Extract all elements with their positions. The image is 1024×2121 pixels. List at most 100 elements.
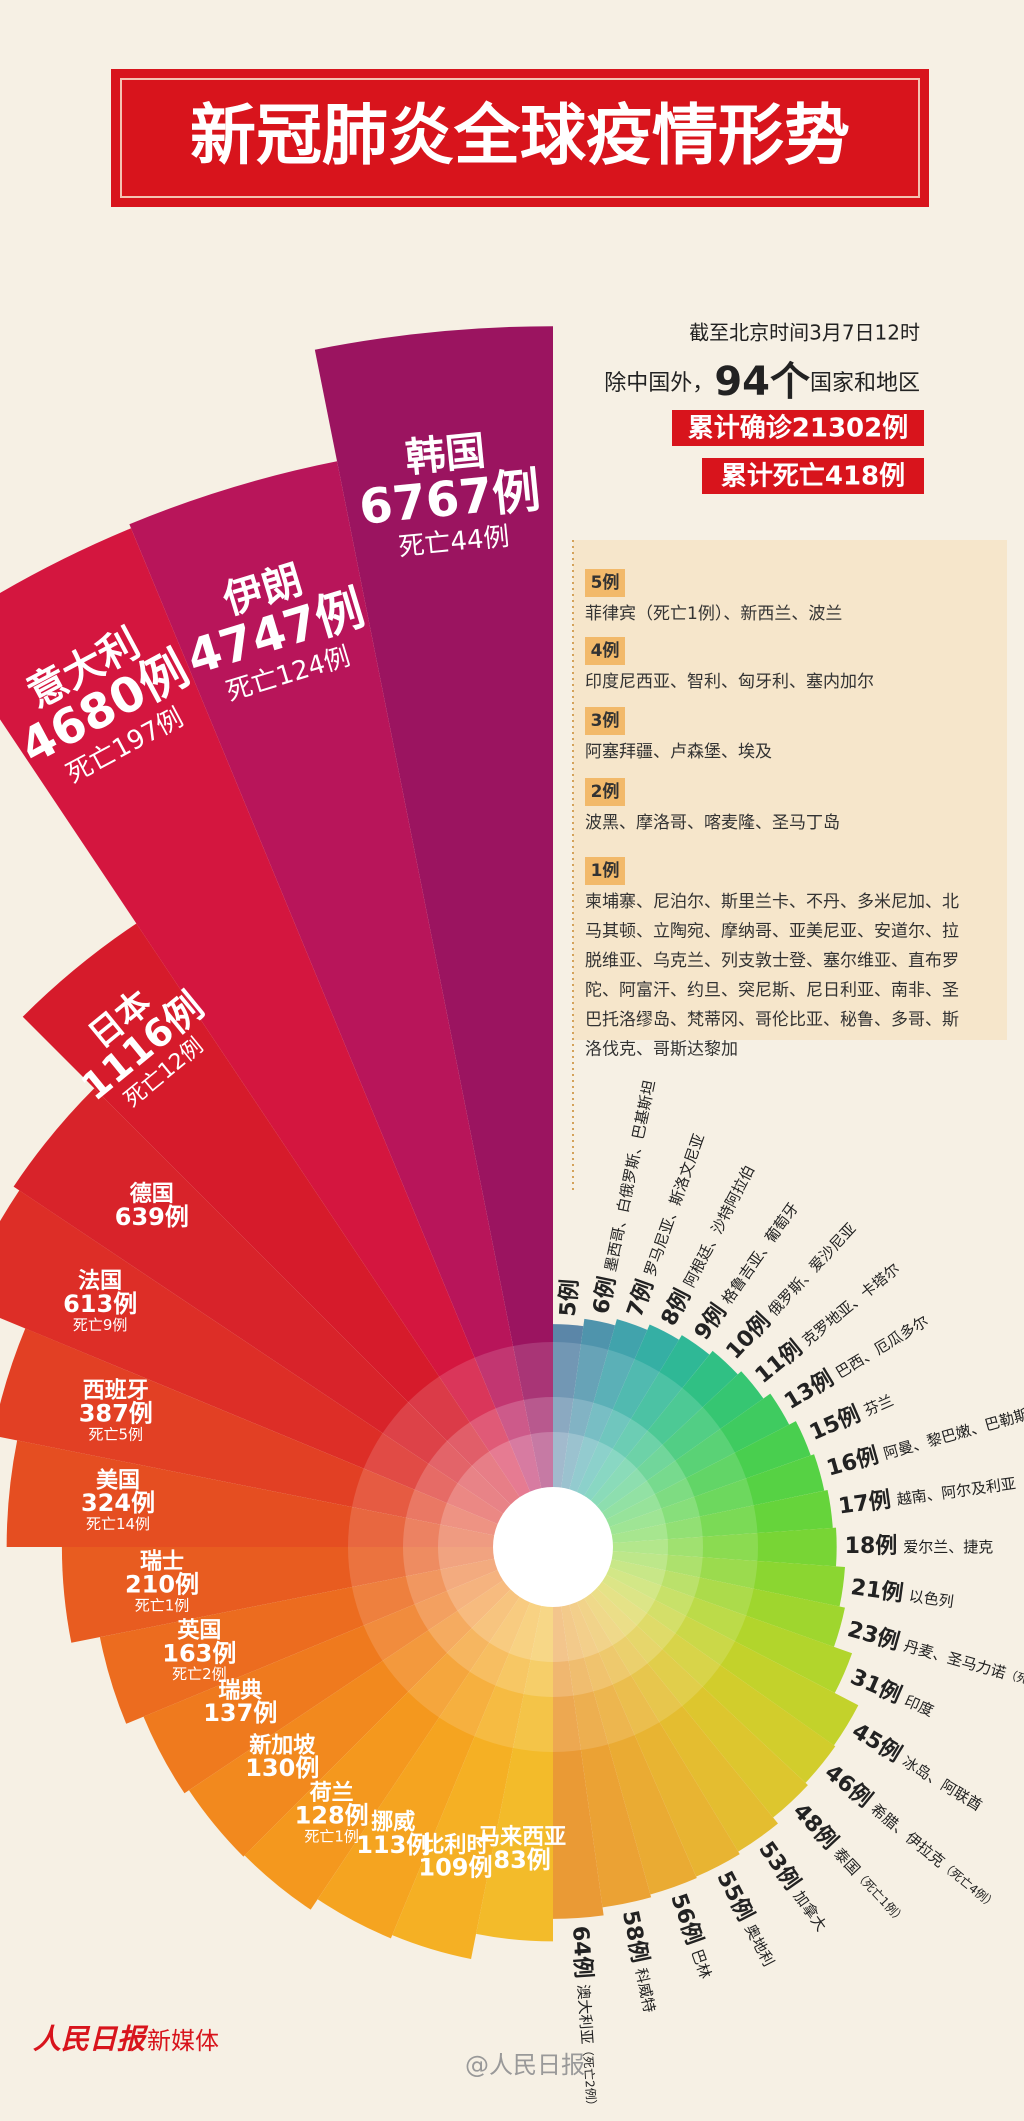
rose-wedge [553, 1454, 825, 1547]
rose-wedge [22, 923, 553, 1547]
rose-wedge [553, 1350, 738, 1547]
rose-wedge [553, 1547, 604, 1919]
count-label: 1例 [591, 860, 620, 881]
count-label: 2例 [591, 781, 620, 802]
case-count: 113例 [356, 1831, 430, 1859]
rose-wedge [188, 1547, 553, 1857]
country-name: 美国 [96, 1467, 140, 1493]
rose-wedge [0, 1190, 553, 1547]
case-count: 64例 [567, 1925, 596, 1979]
rose-wedge [553, 1547, 845, 1647]
summary-prefix: 除中国外， [604, 371, 714, 396]
country-line: 波黑、摩洛哥、喀麦隆、圣马丁岛 [585, 813, 840, 833]
title: 新冠肺炎全球疫情形势 [190, 97, 850, 174]
country-name: 德国 [130, 1181, 174, 1207]
deaths-box [702, 458, 924, 494]
rose-wedge [392, 1547, 553, 1959]
rose-wedge [553, 1527, 837, 1567]
count-chip [585, 778, 625, 806]
count-chip [585, 857, 625, 885]
country-name: 英国 [177, 1618, 221, 1643]
watermark: @人民日报 [465, 2051, 585, 2079]
rose-wedge [476, 1547, 553, 1942]
country-name: 澳大利亚 [574, 1984, 596, 2045]
rose-wedge [553, 1547, 808, 1818]
rose-wedge [314, 326, 553, 1547]
rose-wedge [13, 1088, 554, 1547]
country-line: 菲律宾（死亡1例）、新西兰、波兰 [585, 604, 842, 624]
count-label: 5例 [591, 572, 620, 593]
rose-wedge [553, 1371, 764, 1547]
rose-wedge [317, 1547, 553, 1939]
country-line: 巴托洛缪岛、梵蒂冈、哥伦比亚、秘鲁、多哥、斯 [585, 1010, 959, 1030]
center-hole [493, 1487, 613, 1607]
case-count: 18例 [845, 1534, 898, 1559]
rose-wedge [6, 1440, 553, 1547]
country-name: 以色列 [908, 1587, 955, 1611]
case-count: 130例 [245, 1754, 319, 1782]
case-count: 109例 [418, 1854, 492, 1882]
rose-wedge [553, 1335, 710, 1547]
country-name: 瑞典 [218, 1678, 262, 1703]
rose-wedge [244, 1547, 553, 1910]
rose-wedge [129, 461, 553, 1547]
country-name: 新加坡 [249, 1732, 315, 1758]
country-name: 西班牙 [83, 1379, 149, 1404]
title-banner [111, 69, 929, 207]
rose-wedge [0, 528, 553, 1547]
case-count: 324例 [81, 1489, 155, 1517]
case-count: 128例 [295, 1802, 369, 1830]
country-line: 阿塞拜疆、卢森堡、埃及 [585, 742, 772, 762]
death-count: 死亡2例 [172, 1665, 227, 1683]
summary-line: 除中国外，94个国家和地区 [604, 359, 920, 405]
country-name: 比利时 [422, 1833, 488, 1858]
death-count: 死亡9例 [73, 1316, 128, 1334]
country-line: 洛伐克、哥斯达黎加 [585, 1040, 738, 1060]
country-line: 陀、阿富汗、约旦、突尼斯、尼日利亚、南非、圣 [585, 981, 959, 1001]
rose-wedge [553, 1547, 652, 1908]
rose-wedge [99, 1547, 553, 1724]
count-label: 3例 [591, 710, 620, 731]
case-count: 137例 [203, 1699, 277, 1727]
rose-wedge [553, 1547, 859, 1746]
rose-wedge [553, 1489, 833, 1547]
summary-confirmed: 累计确诊21302例 [688, 413, 908, 444]
footer-media: 新媒体 [147, 2027, 219, 2055]
small-list-box [573, 540, 1007, 1040]
rose-wedge [553, 1319, 648, 1547]
case-count: 163例 [162, 1639, 236, 1667]
country-name: 荷兰 [310, 1780, 354, 1806]
country-name: 爱尔兰、捷克 [903, 1538, 993, 1556]
count-chip [585, 707, 625, 735]
case-count: 5例 [556, 1278, 583, 1317]
death-count: 死亡5例 [88, 1425, 143, 1443]
country-line: 柬埔寨、尼泊尔、斯里兰卡、不丹、多米尼加、北 [585, 892, 959, 912]
confirmed-box [672, 410, 924, 446]
rose-wedge [553, 1547, 740, 1877]
country-line: 印度尼西亚、智利、匈牙利、塞内加尔 [585, 672, 874, 692]
rose-wedge [0, 1328, 553, 1547]
country-name: 瑞士 [140, 1550, 184, 1575]
wedge-label: 64例澳大利亚（死亡2例） [567, 1925, 605, 2113]
country-name: 韩国 [403, 428, 487, 482]
death-count: （死亡2例） [581, 2044, 600, 2112]
rose-wedge [553, 1393, 790, 1547]
death-count: 死亡1例 [135, 1596, 190, 1614]
rose-wedge [143, 1547, 553, 1794]
count-label: 4例 [591, 640, 620, 661]
case-count: 83例 [493, 1846, 550, 1874]
